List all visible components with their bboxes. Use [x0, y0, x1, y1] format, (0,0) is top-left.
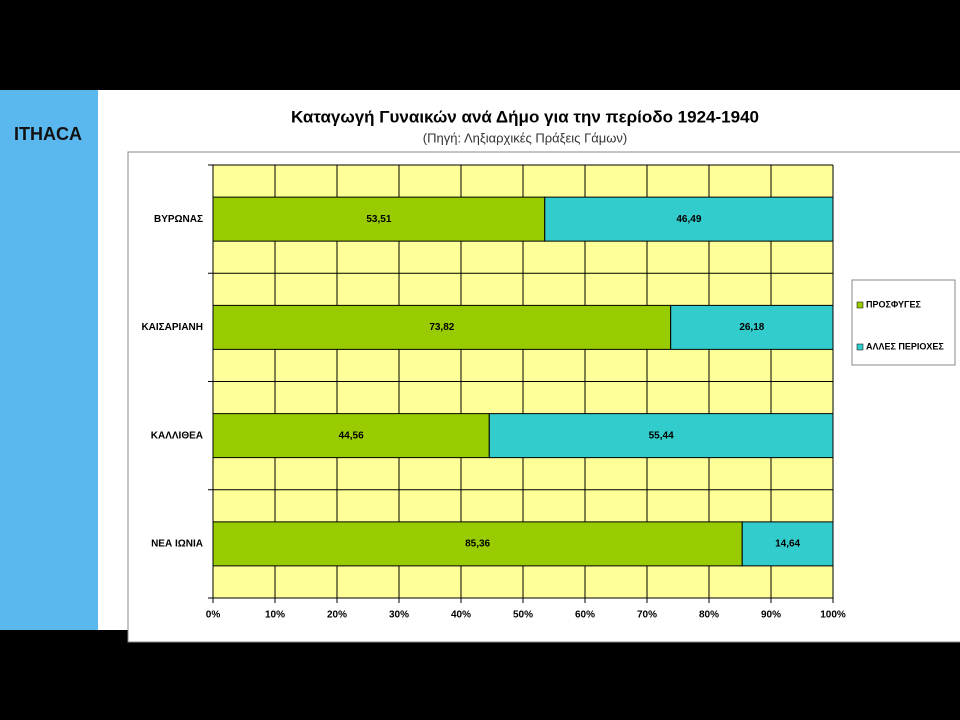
data-label: 14,64	[775, 539, 800, 550]
x-tick-label: 80%	[699, 610, 719, 621]
chart-subtitle: (Πηγή: Ληξιαρχικές Πράξεις Γάμων)	[423, 130, 627, 145]
chart-title: Καταγωγή Γυναικών ανά Δήμο για την περίο…	[291, 107, 759, 126]
y-tick-label: ΚΑΙΣΑΡΙΑΝΗ	[141, 322, 203, 333]
data-label: 73,82	[429, 322, 454, 333]
bar-segment	[488, 413, 834, 459]
x-tick-label: 70%	[637, 610, 657, 621]
bar-segment	[212, 196, 546, 242]
bar-segment	[212, 304, 672, 350]
bar-segment	[212, 413, 490, 459]
x-tick-label: 100%	[820, 610, 846, 621]
x-tick-label: 50%	[513, 610, 533, 621]
legend-swatch	[856, 301, 864, 309]
bar-segment	[670, 304, 834, 350]
x-tick-label: 40%	[451, 610, 471, 621]
legend-swatch	[856, 343, 864, 351]
legend-label: ΠΡΟΣΦΥΓΕΣ	[866, 299, 921, 309]
y-tick-label: ΝΕΑ ΙΩΝΙΑ	[151, 539, 203, 550]
x-tick-label: 60%	[575, 610, 595, 621]
logo: ITHACA	[14, 124, 82, 144]
x-tick-label: 20%	[327, 610, 347, 621]
y-tick-label: ΒΥΡΩΝΑΣ	[154, 214, 203, 225]
data-label: 85,36	[465, 539, 490, 550]
bar-segment	[544, 196, 834, 242]
x-tick-label: 30%	[389, 610, 409, 621]
bar-segment	[741, 521, 834, 567]
data-label: 26,18	[739, 322, 764, 333]
data-label: 44,56	[339, 430, 364, 441]
sidebar	[0, 90, 98, 630]
x-tick-label: 90%	[761, 610, 781, 621]
data-label: 46,49	[676, 214, 701, 225]
data-label: 53,51	[366, 214, 391, 225]
x-tick-label: 0%	[206, 610, 221, 621]
x-tick-label: 10%	[265, 610, 285, 621]
y-tick-label: ΚΑΛΛΙΘΕΑ	[151, 430, 203, 441]
legend-label: ΑΛΛΕΣ ΠΕΡΙΟΧΕΣ	[866, 341, 944, 351]
legend	[851, 279, 956, 366]
data-label: 55,44	[649, 430, 674, 441]
